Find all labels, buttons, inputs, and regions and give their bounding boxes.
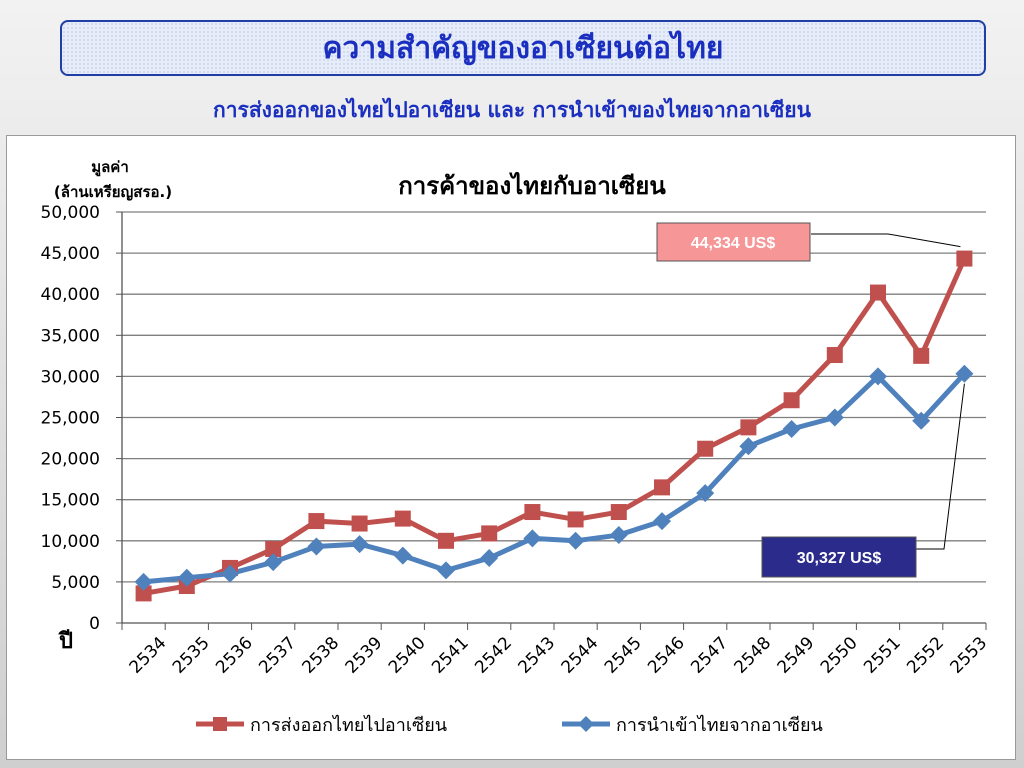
export-data-point	[740, 419, 757, 436]
export-data-point	[481, 525, 498, 542]
import-data-point	[869, 367, 887, 386]
x-tick-label: 2540	[385, 633, 430, 678]
slide-subtitle: การส่งออกของไทยไปอาเซียน และ การนำเข้าขอ…	[213, 98, 811, 122]
export-data-point	[826, 347, 843, 364]
legend: การส่งออกไทยไปอาเซียน การนำเข้าไทยจากอาเ…	[196, 714, 823, 736]
import-data-point	[696, 484, 715, 503]
y-tick-label: 45,000	[41, 244, 100, 264]
chart-panel	[6, 135, 1016, 760]
y-axis-label-line2: (ล้านเหรียญสรอ.)	[54, 183, 172, 201]
y-tick-label: 50,000	[41, 203, 100, 223]
x-axis-label: ปี	[58, 629, 73, 654]
export-data-point	[135, 585, 152, 602]
y-tick-label: 25,000	[41, 409, 100, 429]
export-data-point	[610, 504, 627, 521]
legend-swatch-export-marker	[213, 717, 227, 731]
y-tick-label: 15,000	[41, 491, 100, 511]
x-tick-label: 2537	[255, 633, 300, 678]
import-data-point	[134, 572, 153, 591]
import-data-point	[566, 531, 585, 550]
y-tick-label: 5,000	[51, 573, 100, 593]
export-data-point	[524, 504, 541, 521]
x-tick-label: 2538	[298, 633, 343, 678]
export-data-point	[567, 511, 584, 528]
x-tick-label: 2547	[687, 633, 732, 678]
export-data-point	[265, 541, 282, 558]
import-data-point	[609, 526, 628, 545]
x-tick-label: 2552	[903, 633, 948, 678]
slide-title: ความสำคัญของอาเซียนต่อไทย	[322, 30, 724, 66]
y-axis-label-line1: มูลค่า	[91, 158, 129, 177]
import-data-point	[912, 411, 931, 430]
x-tick-label: 2535	[169, 633, 214, 678]
x-tick-label: 2545	[601, 633, 646, 678]
import-data-point	[350, 535, 369, 554]
x-tick-label: 2551	[860, 633, 905, 678]
legend-label-export: การส่งออกไทยไปอาเซียน	[250, 714, 447, 736]
import-data-point	[523, 529, 542, 548]
import-data-point	[782, 420, 801, 439]
y-tick-labels: 50,000 45,000 40,000 35,000 30,000 25,000 20,0…	[41, 203, 100, 634]
export-data-point	[654, 479, 670, 496]
callout-leader-export	[811, 233, 961, 248]
title-banner: ความสำคัญของอาเซียนต่อไทย	[60, 20, 986, 76]
import-data-point	[177, 568, 196, 587]
x-tick-label: 2534	[126, 633, 171, 678]
export-data-point	[394, 510, 411, 527]
x-tick-label: 2541	[428, 633, 473, 678]
x-tick-label: 2548	[730, 633, 775, 678]
y-tick-label: 35,000	[41, 326, 100, 346]
import-data-point	[307, 537, 326, 556]
import-data-point	[739, 437, 758, 456]
import-data-point	[480, 549, 499, 568]
export-data-point	[913, 347, 930, 364]
import-data-point	[825, 408, 844, 427]
axes	[116, 211, 987, 630]
legend-swatch-import-marker	[578, 716, 594, 732]
callout-leader-import	[916, 383, 965, 550]
export-data-point	[351, 515, 368, 532]
export-data-point	[870, 284, 886, 301]
export-data-point	[438, 532, 454, 549]
x-tick-label: 2544	[558, 633, 603, 678]
x-tick-label: 2546	[644, 633, 689, 678]
x-tick-label: 2550	[817, 633, 862, 678]
export-data-point	[783, 392, 800, 409]
import-series-line	[143, 372, 967, 585]
export-data-point	[697, 440, 714, 457]
y-tick-label: 30,000	[41, 367, 100, 387]
x-tick-labels: 2534253525362537253825392540254125422543…	[126, 633, 992, 678]
callout-box-export	[656, 222, 811, 262]
x-tick-label: 2539	[342, 633, 387, 678]
x-tick-label: 2549	[774, 633, 819, 678]
import-data-point	[221, 564, 239, 583]
x-tick-label: 2553	[946, 633, 991, 678]
import-data-point	[653, 512, 671, 531]
x-tick-label: 2543	[514, 633, 559, 678]
y-tick-label: 20,000	[41, 450, 100, 470]
import-data-point	[955, 364, 974, 383]
legend-label-import: การนำเข้าไทยจากอาเซียน	[616, 714, 823, 736]
callout-label-import: 30,327 US$	[797, 550, 882, 567]
y-tick-label: 0	[89, 614, 100, 634]
import-data-point	[437, 561, 455, 580]
series-markers	[134, 250, 974, 602]
grid-lines	[122, 211, 986, 583]
callout-label-export: 44,334 US$	[691, 235, 776, 252]
chart-title: การค้าของไทยกับอาเซียน	[398, 171, 666, 200]
export-data-point	[956, 250, 973, 267]
x-tick-label: 2542	[471, 633, 516, 678]
y-tick-label: 40,000	[41, 285, 100, 305]
callout-box-import	[761, 536, 917, 578]
import-data-point	[264, 553, 283, 572]
callouts: 44,334 US$ 30,327 US$	[656, 222, 965, 578]
y-tick-label: 10,000	[41, 532, 100, 552]
x-tick-label: 2536	[212, 633, 257, 678]
export-data-point	[308, 513, 325, 530]
import-data-point	[393, 546, 412, 565]
